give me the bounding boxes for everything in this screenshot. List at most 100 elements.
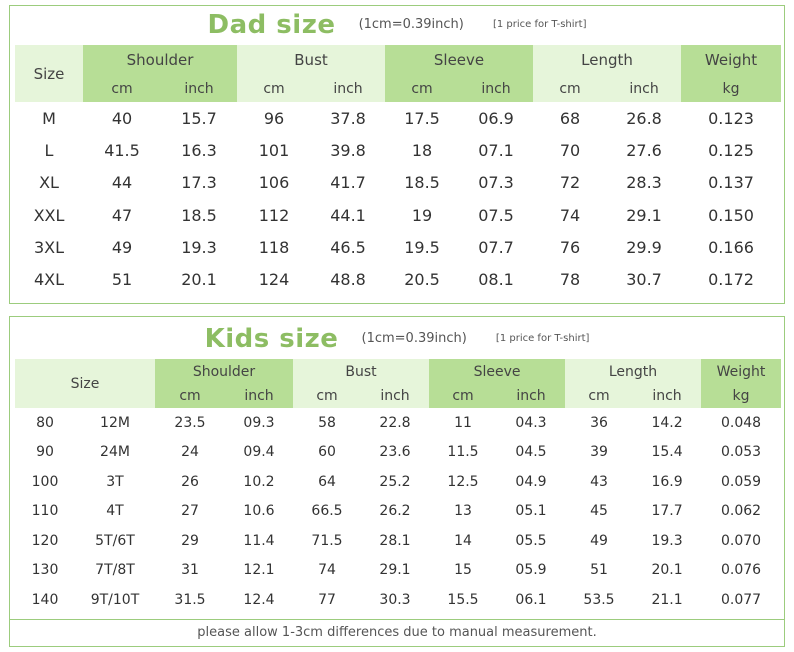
dad-table-cell: 0.166 [708,237,754,257]
kids-table-cell: 31.5 [174,591,206,608]
kids-table-cell: 13 [454,503,472,520]
dad-table-cell: 08.1 [478,270,514,290]
kids-table-cell: 23.6 [379,444,411,461]
kids-unit-cm: cm [565,384,634,408]
kids-table-cell: 36 [590,414,608,431]
dad-unit-cm: cm [533,75,608,102]
dad-table-cell: 70 [559,140,581,160]
kids-table-cell: 14 [454,532,472,549]
kids-table-cell: 71.5 [311,532,343,549]
dad-table-cell: 20.1 [181,270,217,290]
kids-table-cell: 130 [31,562,59,579]
dad-table-cell: 41.5 [104,140,140,160]
dad-table-cell: 96 [263,108,285,128]
kids-header-length: Length [565,359,702,384]
kids-size-header: Size [15,359,155,408]
dad-unit-inch: inch [161,75,238,102]
kids-table-cell: 05.1 [515,503,547,520]
dad-unit-kg: kg [681,75,782,102]
dad-table-row: XXL 47 18.5 112 44.1 19 07.5 74 29.1 0.150 [15,199,781,231]
dad-table-cell: 76 [559,237,581,257]
kids-table-cell: 0.062 [720,503,762,520]
dad-table-cell: 40 [111,108,133,128]
kids-table-cell: 90 [36,444,54,461]
dad-table-cell: XXL [33,205,65,225]
dad-table-cell: 37.8 [330,108,366,128]
kids-unit-inch: inch [633,384,702,408]
kids-table-cell: 53.5 [583,591,615,608]
kids-table-cell: 0.059 [720,473,762,490]
kids-table-cell: 05.9 [515,562,547,579]
kids-table-cell: 23.5 [174,414,206,431]
dad-table-cell: 124 [258,270,290,290]
kids-table-cell: 12.1 [243,562,275,579]
kids-header-shoulder: Shoulder [155,359,293,384]
dad-unit-inch: inch [311,75,386,102]
kids-table-cell: 12.5 [447,473,479,490]
kids-unit-cm: cm [155,384,225,408]
dad-table-cell: 17.5 [404,108,440,128]
kids-table-cell: 31 [181,562,199,579]
dad-table-cell: 07.7 [478,237,514,257]
dad-header-shoulder: Shoulder [83,45,238,75]
kids-table-cell: 21.1 [651,591,683,608]
kids-table-row: 90 24M 24 09.4 60 23.6 11.5 04.5 39 15.4 0.053 [15,438,781,468]
kids-table-cell: 77 [318,591,336,608]
dad-table-cell: 68 [559,108,581,128]
kids-table-cell: 15.4 [651,444,683,461]
dad-size-table: Size Shoulder Bust Sleeve Length Weight … [15,45,782,296]
dad-table-cell: 51 [111,270,133,290]
kids-table-cell: 60 [318,444,336,461]
kids-table-cell: 20.1 [651,562,683,579]
dad-table-cell: 44 [111,173,133,193]
kids-table-cell: 74 [318,562,336,579]
kids-table-cell: 04.9 [515,473,547,490]
kids-header-bust: Bust [293,359,430,384]
dad-table-cell: 07.1 [478,140,514,160]
dad-unit-note: (1cm=0.39inch) [358,16,464,32]
measurement-footnote: please allow 1-3cm differences due to ma… [10,619,784,646]
kids-table-row: 110 4T 27 10.6 66.5 26.2 13 05.1 45 17.7 0.062 [15,497,781,527]
kids-table-cell: 0.070 [720,532,762,549]
kids-table-cell: 0.077 [720,591,762,608]
dad-table-cell: 27.6 [626,140,662,160]
dad-table-cell: 74 [559,205,581,225]
kids-table-cell: 11.4 [243,532,275,549]
dad-table-cell: 18.5 [404,173,440,193]
dad-table-cell: 29.1 [626,205,662,225]
kids-header-group-row: Size Shoulder Bust Sleeve Length Weight [15,359,782,408]
kids-table-cell: 29.1 [379,562,411,579]
kids-table-cell: 26.2 [379,503,411,520]
kids-size-table: Size Shoulder Bust Sleeve Length Weight … [15,359,782,615]
kids-table-cell: 06.1 [515,591,547,608]
kids-table-cell: 7T/8T [95,562,135,579]
dad-table-cell: 39.8 [330,140,366,160]
dad-table-cell: 19 [411,205,433,225]
kids-table-cell: 11.5 [447,444,479,461]
dad-table-cell: 101 [258,140,290,160]
kids-table-cell: 12.4 [243,591,275,608]
kids-price-note: [1 price for T-shirt] [495,332,590,344]
dad-table-cell: 41.7 [330,173,366,193]
kids-table-cell: 0.053 [720,444,762,461]
dad-table-cell: 0.172 [708,270,754,290]
kids-table-cell: 100 [31,473,59,490]
dad-header-length: Length [533,45,682,75]
dad-table-cell: 106 [258,173,290,193]
kids-table-cell: 24 [181,444,199,461]
kids-table-row: 140 9T/10T 31.5 12.4 77 30.3 15.5 06.1 53.5 21.1 0… [15,585,781,615]
dad-unit-inch: inch [607,75,682,102]
kids-size-panel: Kids size (1cm=0.39inch) [1 price for T-… [9,316,785,647]
dad-table-cell: 48.8 [330,270,366,290]
kids-table-body: 80 12M 23.5 09.3 58 22.8 11 04.3 36 14.2 0.048 90 24… [15,408,781,615]
dad-table-cell: 44.1 [330,205,366,225]
kids-table-cell: 10.2 [243,473,275,490]
dad-table-cell: 18 [411,140,433,160]
dad-header-unit-row: cm inch cm inch cm inch cm inch kg [15,75,782,102]
dad-table-cell: 16.3 [181,140,217,160]
dad-table-cell: 20.5 [404,270,440,290]
kids-table-cell: 43 [590,473,608,490]
kids-table-cell: 15 [454,562,472,579]
kids-title-row: Kids size (1cm=0.39inch) [1 price for T-… [10,320,784,356]
dad-table-cell: 15.7 [181,108,217,128]
